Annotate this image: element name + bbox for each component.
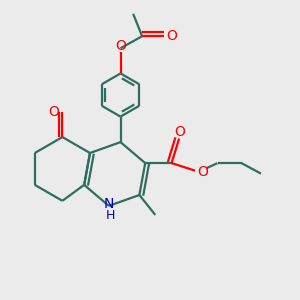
Text: O: O <box>197 165 208 179</box>
Text: O: O <box>49 105 59 118</box>
Text: O: O <box>174 125 185 139</box>
Text: O: O <box>115 39 126 53</box>
Text: O: O <box>166 29 177 43</box>
Text: N: N <box>103 197 114 212</box>
Text: H: H <box>106 209 115 222</box>
